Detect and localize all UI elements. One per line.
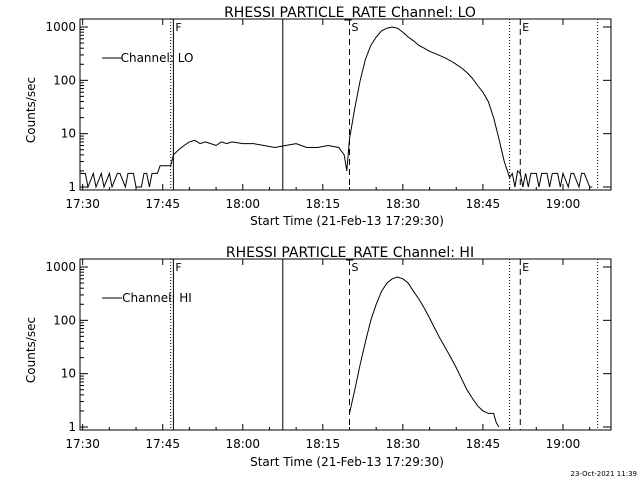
x-axis-label: Start Time (21-Feb-13 17:29:30) [250, 214, 444, 228]
plot-frame [79, 18, 612, 191]
y-tick-label: 1 [68, 180, 76, 194]
x-axis-label: Start Time (21-Feb-13 17:29:30) [250, 455, 444, 469]
x-tick-label: 18:00 [225, 197, 260, 211]
marker-label: S [352, 261, 359, 274]
x-tick-label: 18:30 [386, 197, 421, 211]
y-tick-label: 10 [61, 127, 76, 141]
x-tick-label: 17:30 [65, 197, 100, 211]
chart-title: RHESSI PARTICLE_RATE Channel: HI [226, 245, 474, 261]
marker-label: F [175, 21, 181, 34]
timestamp: 23-Oct-2021 11:39 [571, 470, 637, 478]
x-tick-label: 18:45 [466, 197, 501, 211]
x-tick-label: 19:00 [546, 197, 581, 211]
y-tick-label: 1000 [45, 260, 76, 274]
y-tick-label: 1 [68, 420, 76, 434]
x-tick-label: 17:45 [145, 437, 180, 451]
chart-title: RHESSI PARTICLE_RATE Channel: LO [224, 5, 476, 21]
x-tick-label: 18:15 [306, 437, 341, 451]
x-tick-label: 17:30 [65, 437, 100, 451]
x-tick-label: 19:00 [546, 437, 581, 451]
marker-label: S [352, 21, 359, 34]
series-line-lo [80, 26, 593, 189]
marker-label: E [522, 21, 529, 34]
legend-label: Channel: HI [122, 291, 192, 305]
marker-label: E [522, 261, 529, 274]
y-tick-label: 1000 [45, 20, 76, 34]
marker-label: F [175, 261, 181, 274]
legend-label: Channel: LO [121, 51, 194, 65]
x-tick-label: 18:30 [386, 437, 421, 451]
series-line-hi [349, 276, 500, 428]
x-tick-label: 17:45 [145, 197, 180, 211]
y-tick-label: 10 [61, 367, 76, 381]
plot-frame [79, 258, 612, 431]
y-tick-label: 100 [53, 313, 76, 327]
y-tick-label: 100 [53, 73, 76, 87]
x-tick-label: 18:00 [225, 437, 260, 451]
y-axis-label: Counts/sec [24, 77, 38, 143]
x-tick-label: 18:45 [466, 437, 501, 451]
chart-panel-lo: RHESSI PARTICLE_RATE Channel: LO Counts/… [24, 5, 612, 228]
chart-panel-hi: RHESSI PARTICLE_RATE Channel: HI Counts/… [24, 245, 612, 469]
y-axis-label: Counts/sec [24, 317, 38, 383]
x-tick-label: 18:15 [306, 197, 341, 211]
